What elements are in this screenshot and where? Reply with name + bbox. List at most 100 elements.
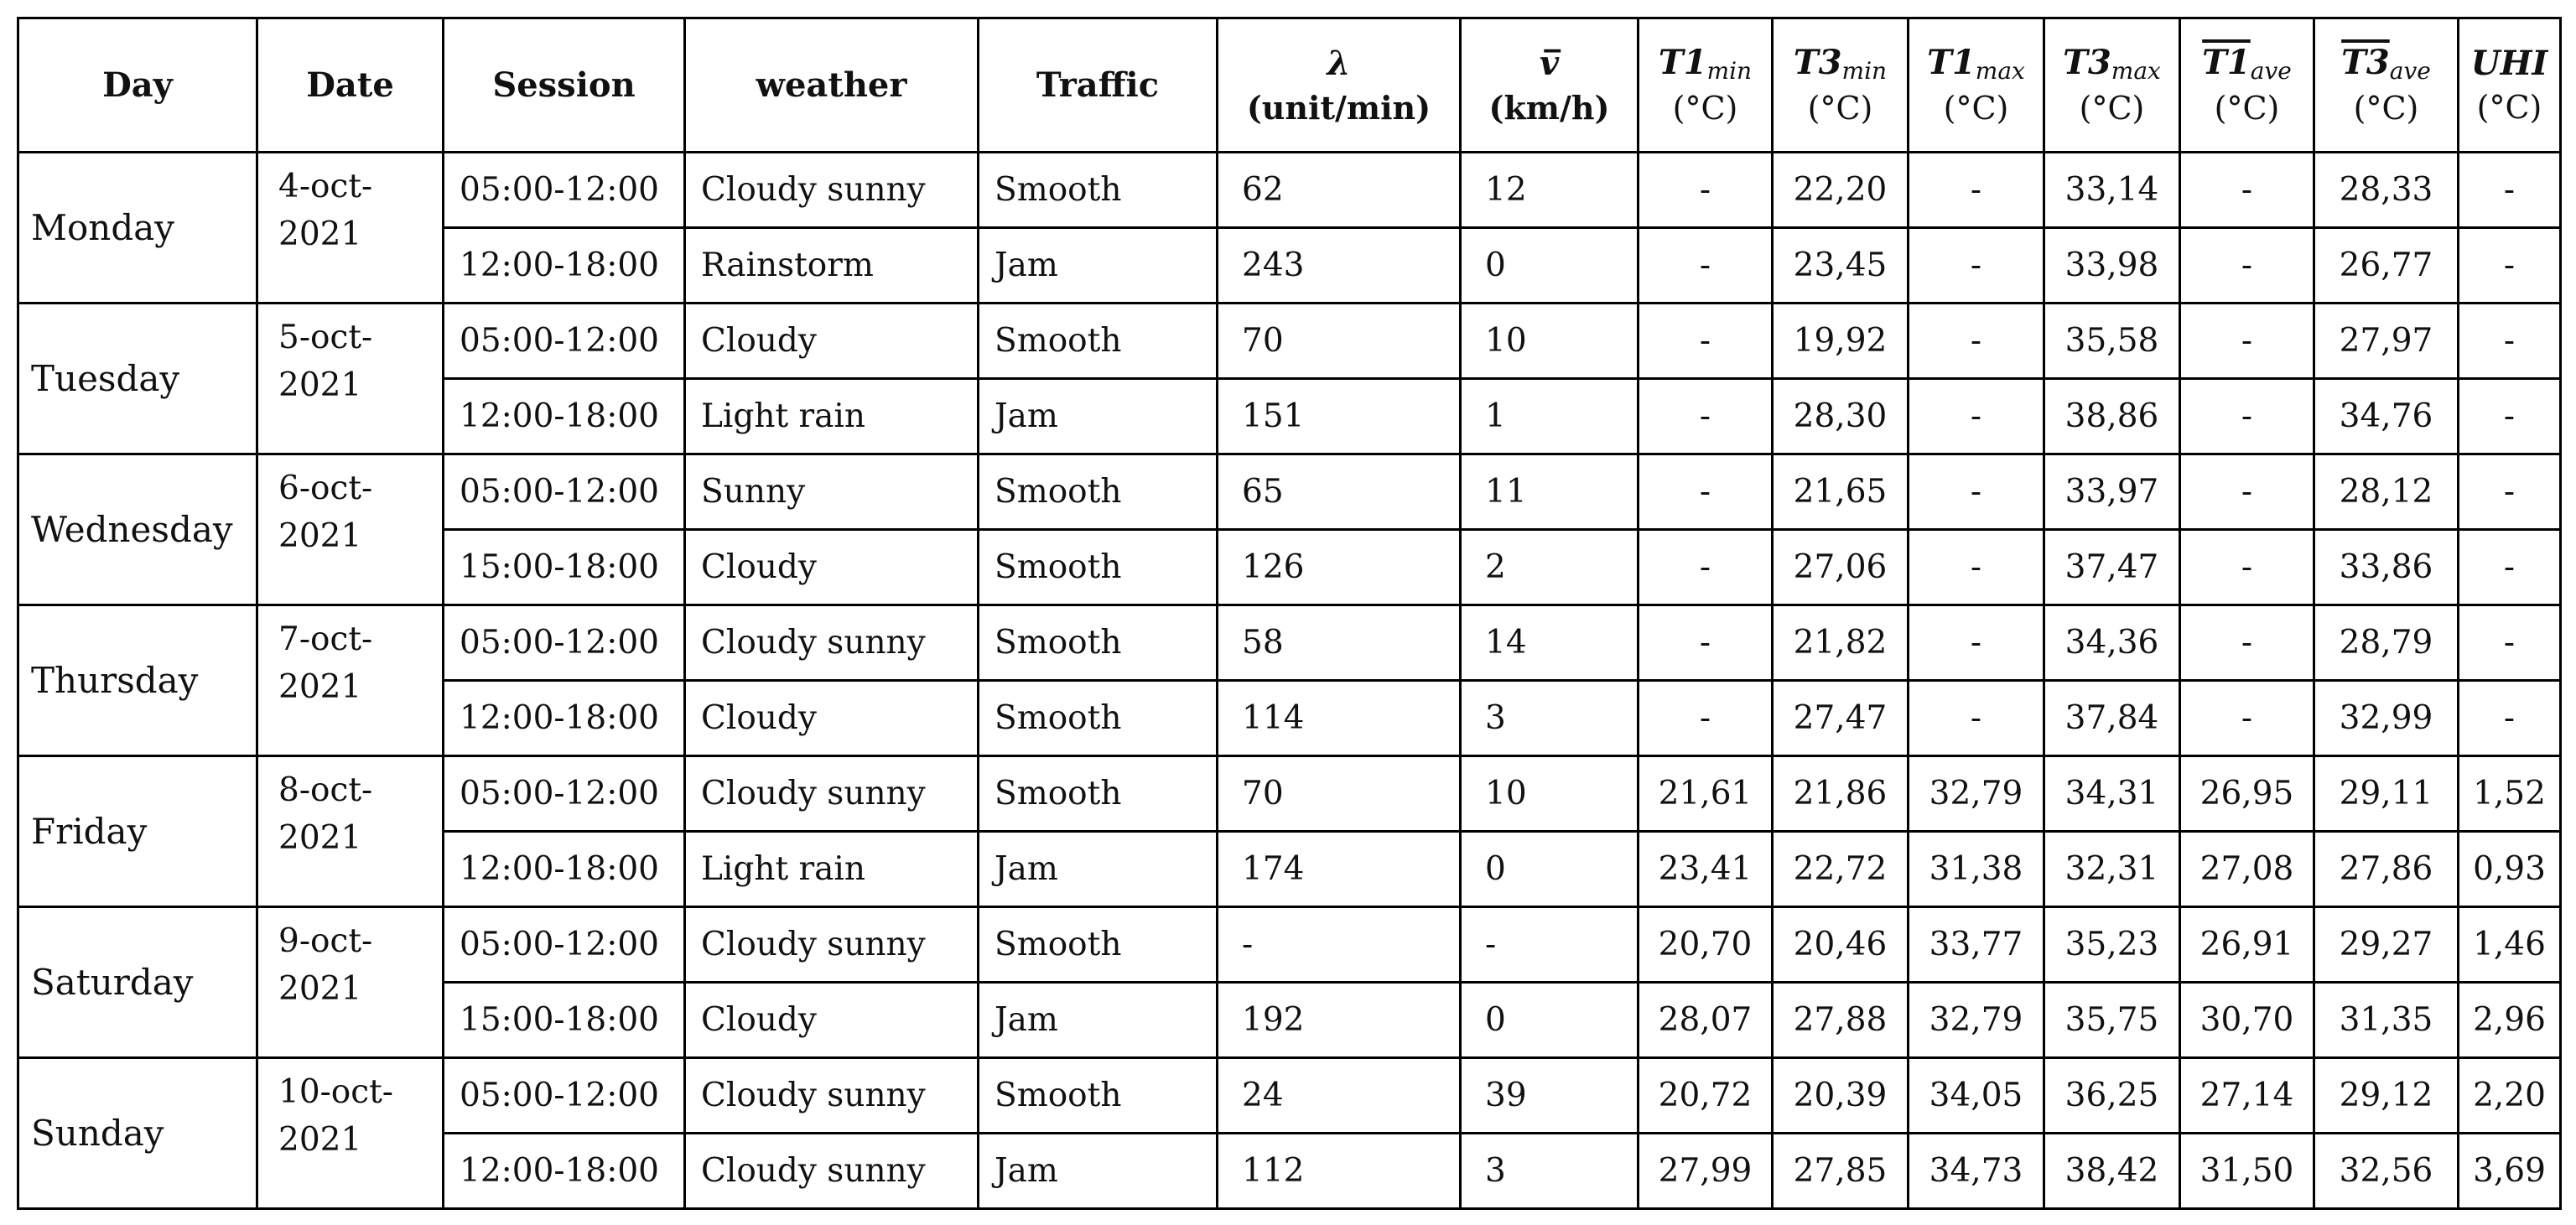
- traffic-cell: Smooth: [977, 1056, 1218, 1134]
- date-cell: 7-oct- 2021: [256, 604, 444, 757]
- t3-min-cell: 20,39: [1771, 1056, 1909, 1134]
- t1-max-cell: -: [1907, 679, 2045, 757]
- header-t1-max-subscript: max: [1975, 56, 2025, 85]
- header-t1-ave-subscript: ave: [2250, 56, 2292, 85]
- header-t3-ave: T3ave (°C): [2313, 17, 2459, 153]
- t3-ave-cell: 28,12: [2313, 453, 2459, 531]
- t1-max-cell: -: [1907, 604, 2045, 682]
- traffic-cell: Smooth: [977, 151, 1218, 229]
- date-line-1: 7-oct-: [278, 620, 373, 658]
- t1-min-cell: -: [1637, 377, 1774, 455]
- t3-max-cell: 32,31: [2043, 830, 2181, 908]
- t1-ave-cell: -: [2179, 302, 2315, 380]
- header-t1-min: T1min (°C): [1637, 17, 1774, 153]
- header-t3-ave-unit: (°C): [2353, 89, 2419, 127]
- t1-ave-cell: -: [2179, 528, 2315, 606]
- session-cell: 05:00-12:00: [442, 755, 686, 833]
- speed-cell: 12: [1459, 151, 1639, 229]
- t1-max-cell: 34,05: [1907, 1056, 2045, 1134]
- uhi-cell: 2,20: [2457, 1056, 2562, 1134]
- date-line-2: 2021: [278, 818, 362, 857]
- header-lambda: λ (unit/min): [1216, 17, 1462, 153]
- day-cell: Saturday: [17, 906, 258, 1059]
- t3-max-cell: 34,36: [2043, 604, 2181, 682]
- date-cell: 10-oct- 2021: [256, 1056, 444, 1210]
- header-date-label: Date: [306, 65, 394, 105]
- data-table-container: Day Date Session weather Traffic λ (unit…: [17, 17, 2562, 1210]
- weather-cell: Cloudy sunny: [683, 604, 979, 682]
- t3-min-cell: 23,45: [1771, 226, 1909, 304]
- t3-ave-cell: 29,11: [2313, 755, 2459, 833]
- weather-cell: Cloudy sunny: [683, 151, 979, 229]
- t3-min-cell: 21,65: [1771, 453, 1909, 531]
- table-row: 12:00-18:00 Rainstorm Jam 243 0-23,45-33,98-…: [18, 226, 2562, 304]
- date-line-1: 10-oct-: [278, 1073, 393, 1111]
- t3-min-cell: 27,88: [1771, 981, 1909, 1059]
- header-t1-ave-symbol: T1: [2202, 42, 2251, 82]
- t3-ave-cell: 29,27: [2313, 906, 2459, 984]
- weather-cell: Cloudy sunny: [683, 755, 979, 833]
- speed-cell: 0: [1459, 226, 1639, 304]
- t1-max-cell: 34,73: [1907, 1132, 2045, 1210]
- weather-cell: Sunny: [683, 453, 979, 531]
- table-row: Thursday 7-oct- 2021 05:00-12:00 Cloudy sunn…: [17, 604, 2562, 757]
- t1-min-cell: 27,99: [1637, 1132, 1774, 1210]
- t3-max-cell: 38,86: [2043, 377, 2181, 455]
- header-uhi-unit: (°C): [2476, 88, 2542, 126]
- t1-max-cell: -: [1907, 377, 2045, 455]
- t1-ave-cell: -: [2179, 151, 2315, 229]
- header-day: Day: [17, 17, 258, 153]
- traffic-cell: Smooth: [977, 906, 1218, 984]
- header-session-label: Session: [492, 65, 636, 105]
- uhi-cell: -: [2457, 679, 2562, 757]
- table-header: Day Date Session weather Traffic λ (unit…: [17, 17, 2562, 153]
- t3-min-cell: 20,46: [1771, 906, 1909, 984]
- header-traffic: Traffic: [977, 17, 1218, 153]
- traffic-cell: Jam: [977, 830, 1218, 908]
- uhi-cell: 0,93: [2457, 830, 2562, 908]
- t3-ave-cell: 27,97: [2313, 302, 2459, 380]
- t1-min-cell: -: [1637, 679, 1774, 757]
- header-t3-ave-symbol: T3: [2341, 42, 2390, 82]
- t3-max-cell: 35,58: [2043, 302, 2181, 380]
- header-uhi-symbol: UHI: [2470, 43, 2548, 83]
- t1-min-cell: -: [1637, 151, 1774, 229]
- uhi-cell: 1,52: [2457, 755, 2562, 833]
- session-cell: 05:00-12:00: [442, 453, 686, 531]
- table-row: Saturday 9-oct- 2021 05:00-12:00 Cloudy sunn…: [17, 906, 2562, 1059]
- traffic-cell: Smooth: [977, 302, 1218, 380]
- header-t1-min-symbol: T1: [1658, 42, 1707, 82]
- header-speed: v̅ (km/h): [1459, 17, 1639, 153]
- date-line-2: 2021: [278, 215, 362, 253]
- speed-cell: 3: [1459, 1132, 1639, 1210]
- speed-cell: 14: [1459, 604, 1639, 682]
- t1-ave-cell: 26,95: [2179, 755, 2315, 833]
- lambda-cell: 65: [1216, 453, 1462, 531]
- session-cell: 05:00-12:00: [442, 906, 686, 984]
- uhi-cell: -: [2457, 377, 2562, 455]
- t3-max-cell: 33,98: [2043, 226, 2181, 304]
- header-t3-min: T3min (°C): [1771, 17, 1909, 153]
- t1-ave-cell: -: [2179, 377, 2315, 455]
- uhi-cell: -: [2457, 453, 2562, 531]
- t1-max-cell: 32,79: [1907, 981, 2045, 1059]
- t3-max-cell: 38,42: [2043, 1132, 2181, 1210]
- speed-cell: 0: [1459, 830, 1639, 908]
- t3-ave-cell: 32,99: [2313, 679, 2459, 757]
- session-cell: 05:00-12:00: [442, 151, 686, 229]
- table-row: 12:00-18:00 Light rain Jam 174 0 23,41 22,72 31…: [18, 830, 2562, 908]
- header-lambda-symbol: λ: [1327, 43, 1351, 83]
- t1-min-cell: 21,61: [1637, 755, 1774, 833]
- header-t3-max-unit: (°C): [2079, 89, 2145, 127]
- t1-ave-cell: 31,50: [2179, 1132, 2315, 1210]
- session-cell: 15:00-18:00: [442, 528, 686, 606]
- date-line-2: 2021: [278, 1120, 362, 1159]
- date-line-2: 2021: [278, 969, 362, 1008]
- header-t3-max-subscript: max: [2111, 56, 2161, 85]
- t1-ave-cell: -: [2179, 604, 2315, 682]
- weather-cell: Light rain: [683, 377, 979, 455]
- uhi-cell: 3,69: [2457, 1132, 2562, 1210]
- header-t1-max-unit: (°C): [1943, 89, 2009, 127]
- speed-cell: -: [1459, 906, 1639, 984]
- table-row: 15:00-18:00 Cloudy Jam 192 0 28,07 27,88 32,79 3…: [18, 981, 2562, 1059]
